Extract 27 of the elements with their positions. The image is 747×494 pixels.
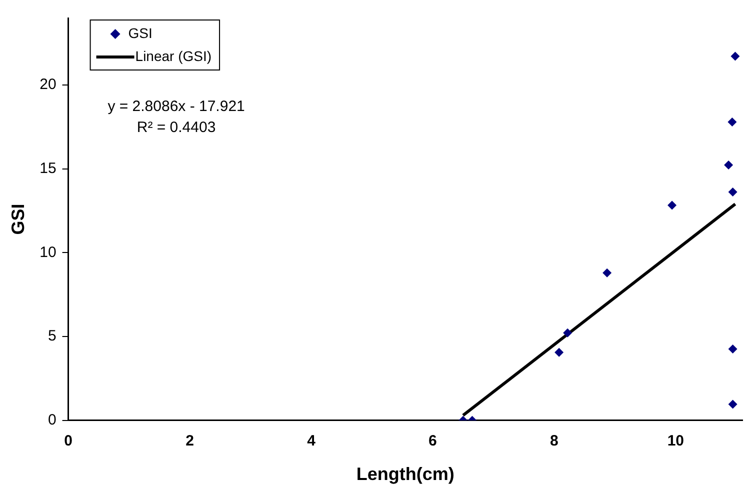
x-tick-label: 2	[186, 432, 194, 450]
point	[728, 344, 738, 354]
point	[730, 52, 740, 61]
legend-label: GSI	[128, 24, 152, 41]
x-tick-label: 10	[667, 432, 684, 450]
point	[563, 328, 572, 338]
point	[554, 348, 564, 357]
annotation: y = 2.8086x - 17.921	[108, 98, 245, 115]
point	[724, 160, 734, 170]
point	[728, 117, 737, 126]
point	[668, 200, 677, 210]
legend-label: Linear (GSI)	[135, 48, 212, 64]
y-tick-label: 5	[48, 328, 56, 345]
x-tick-label: 6	[428, 432, 437, 450]
y-axis-title: GSI	[8, 204, 28, 235]
x-tick-label: 8	[550, 432, 558, 450]
annotation: R² = 0.4403	[136, 119, 216, 136]
x-axis-title: Length(cm)	[356, 464, 454, 484]
x-tick-label: 4	[307, 432, 316, 450]
y-tick-label: 15	[40, 160, 56, 178]
y-tick-label: 20	[40, 76, 56, 94]
y-tick-label: 10	[40, 244, 56, 261]
point	[728, 188, 738, 197]
x-tick-label: 0	[64, 432, 72, 450]
point	[602, 268, 612, 278]
y-tick-label: 0	[48, 412, 56, 429]
point	[728, 400, 738, 409]
